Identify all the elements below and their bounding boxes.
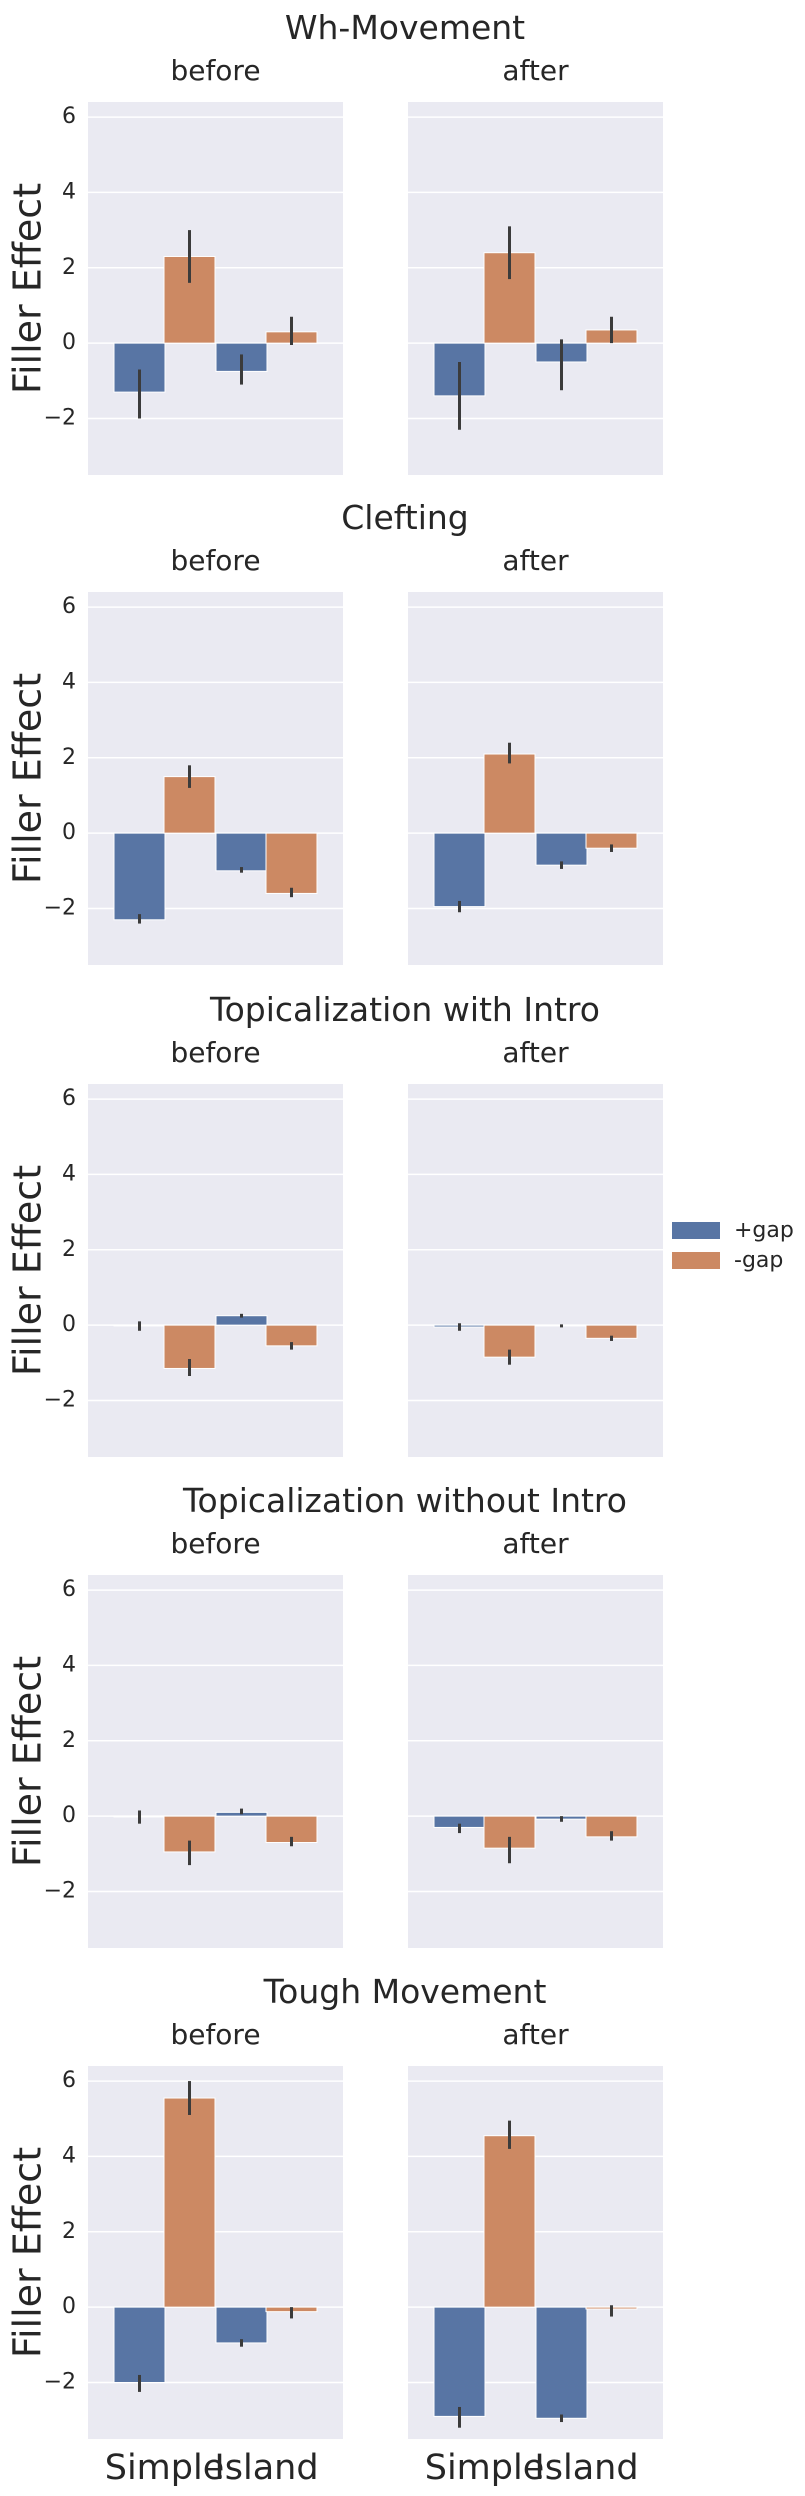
y-tick-label: −2 (44, 2369, 76, 2394)
y-tick-label: 2 (62, 1237, 76, 1262)
y-tick-label: 6 (62, 594, 76, 619)
y-tick-label: 0 (62, 1312, 76, 1337)
bar-simple-minus-gap (483, 753, 536, 834)
row-title: Tough Movement (263, 1972, 547, 2011)
panel-title-before: before (170, 544, 260, 577)
panel-background (88, 1084, 343, 1457)
x-tick-label: Island (214, 2448, 318, 2488)
row-title: Topicalization without Intro (182, 1481, 627, 1520)
bar-island-minus-gap (265, 832, 318, 894)
x-tick-label: Island (534, 2448, 638, 2488)
row-title: Topicalization with Intro (209, 990, 600, 1029)
y-tick-label: 6 (62, 1086, 76, 1111)
panel-title-after: after (502, 1527, 569, 1560)
bar-island-plus-gap (535, 832, 588, 866)
y-axis-label: Filler Effect (6, 2147, 50, 2358)
y-tick-label: 2 (62, 745, 76, 770)
y-tick-label: 0 (62, 820, 76, 845)
panel-background (408, 1084, 663, 1457)
y-tick-label: −2 (44, 405, 76, 430)
bar-simple-minus-gap (163, 2097, 216, 2308)
y-tick-label: 6 (62, 104, 76, 129)
legend-swatch-plus-gap (672, 1222, 720, 1239)
y-tick-label: 0 (62, 2294, 76, 2319)
panel-title-after: after (502, 544, 569, 577)
bar-island-plus-gap (215, 832, 268, 872)
panel-title-after: after (502, 2018, 569, 2051)
y-tick-label: 4 (62, 1652, 76, 1677)
bar-simple-minus-gap (483, 2135, 536, 2308)
x-tick-label: Simple (425, 2448, 545, 2488)
panel-title-before: before (170, 2018, 260, 2051)
y-tick-label: 2 (62, 2219, 76, 2244)
y-tick-label: −2 (44, 895, 76, 920)
y-tick-label: 4 (62, 2143, 76, 2168)
y-tick-label: 6 (62, 2068, 76, 2093)
panel-title-before: before (170, 54, 260, 87)
y-axis-label: Filler Effect (6, 1165, 50, 1376)
y-axis-label: Filler Effect (6, 1656, 50, 1867)
y-axis-label: Filler Effect (6, 673, 50, 884)
legend-swatch-minus-gap (672, 1252, 720, 1269)
bar-island-plus-gap (215, 2306, 268, 2344)
y-tick-label: 4 (62, 669, 76, 694)
y-tick-label: 2 (62, 255, 76, 280)
y-tick-label: −2 (44, 1387, 76, 1412)
y-tick-label: 0 (62, 330, 76, 355)
row-title: Wh-Movement (285, 8, 525, 47)
bar-island-plus-gap (535, 2306, 588, 2419)
y-tick-label: 0 (62, 1803, 76, 1828)
bar-simple-plus-gap (433, 2306, 486, 2417)
x-tick-label: Simple (105, 2448, 225, 2488)
panel-title-after: after (502, 54, 569, 87)
panel-background (408, 1575, 663, 1948)
bar-simple-plus-gap (113, 2306, 166, 2383)
legend-label: +gap (734, 1218, 794, 1243)
row-title: Clefting (341, 498, 469, 537)
bar-simple-plus-gap (113, 832, 166, 921)
y-tick-label: 2 (62, 1728, 76, 1753)
y-tick-label: −2 (44, 1878, 76, 1903)
y-tick-label: 4 (62, 179, 76, 204)
bar-simple-plus-gap (433, 832, 486, 908)
y-tick-label: 4 (62, 1161, 76, 1186)
legend-label: -gap (734, 1248, 783, 1273)
panel-title-after: after (502, 1036, 569, 1069)
y-tick-label: 6 (62, 1577, 76, 1602)
panel-background (88, 1575, 343, 1948)
y-axis-label: Filler Effect (6, 183, 50, 394)
panel-title-before: before (170, 1527, 260, 1560)
panel-title-before: before (170, 1036, 260, 1069)
